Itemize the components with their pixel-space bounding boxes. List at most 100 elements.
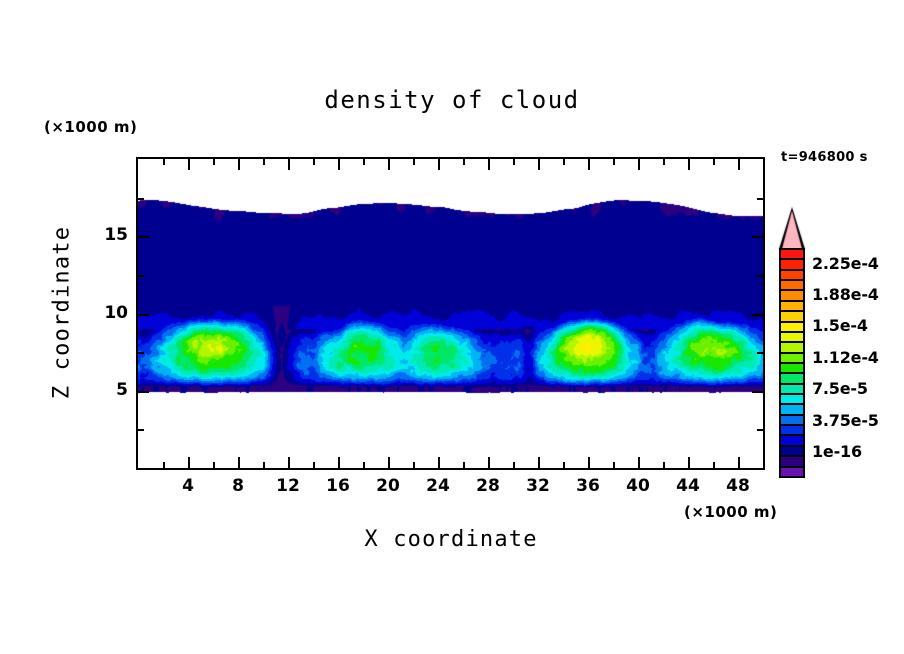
colorbar-band bbox=[781, 310, 803, 321]
colorbar-tick-label: 2.25e-4 bbox=[812, 253, 879, 273]
x-tick bbox=[563, 159, 565, 165]
x-tick bbox=[488, 457, 490, 468]
colorbar-extend-cap bbox=[778, 207, 806, 249]
x-tick bbox=[688, 457, 690, 468]
y-tick bbox=[138, 429, 144, 432]
x-tick bbox=[313, 462, 315, 468]
colorbar-tick-label: 3.75e-5 bbox=[812, 410, 879, 430]
x-tick-label: 40 bbox=[626, 476, 650, 496]
x-tick bbox=[463, 462, 465, 468]
x-tick bbox=[413, 462, 415, 468]
y-tick bbox=[138, 236, 149, 239]
y-axis-unit-label: (×1000 m) bbox=[44, 118, 138, 136]
colorbar-band bbox=[781, 403, 803, 414]
y-tick bbox=[757, 197, 763, 200]
x-tick bbox=[363, 462, 365, 468]
x-tick bbox=[663, 462, 665, 468]
x-tick bbox=[288, 457, 290, 468]
x-tick bbox=[388, 159, 390, 170]
colorbar-band bbox=[781, 434, 803, 445]
x-tick bbox=[338, 457, 340, 468]
colorbar-tick-label: 1.5e-4 bbox=[812, 316, 868, 336]
x-tick-label: 48 bbox=[726, 476, 750, 496]
contour-field bbox=[138, 159, 763, 468]
x-tick-label: 32 bbox=[526, 476, 550, 496]
colorbar-band bbox=[781, 289, 803, 300]
y-tick bbox=[138, 313, 149, 316]
x-tick bbox=[488, 159, 490, 170]
colorbar-band bbox=[781, 382, 803, 394]
x-tick bbox=[513, 462, 515, 468]
colorbar-band bbox=[781, 279, 803, 290]
x-tick bbox=[263, 159, 265, 165]
x-tick bbox=[738, 159, 740, 170]
colorbar-band bbox=[781, 250, 803, 259]
x-tick bbox=[663, 159, 665, 165]
colorbar-band bbox=[781, 465, 803, 476]
x-tick bbox=[588, 457, 590, 468]
x-tick bbox=[288, 159, 290, 170]
x-tick bbox=[563, 462, 565, 468]
plot-area bbox=[136, 157, 765, 470]
x-tick bbox=[638, 159, 640, 170]
x-tick bbox=[413, 159, 415, 165]
x-tick bbox=[438, 159, 440, 170]
x-tick-label: 24 bbox=[426, 476, 450, 496]
x-tick bbox=[363, 159, 365, 165]
time-annotation: t=946800 s bbox=[781, 150, 868, 165]
x-tick bbox=[313, 159, 315, 165]
colorbar-band bbox=[781, 455, 803, 466]
y-tick bbox=[757, 352, 763, 355]
y-tick bbox=[138, 197, 144, 200]
colorbar-band bbox=[781, 361, 803, 373]
x-tick-label: 12 bbox=[276, 476, 300, 496]
colorbar-tick-label: 1.88e-4 bbox=[812, 285, 879, 305]
y-tick bbox=[757, 274, 763, 277]
colorbar-tick-label: 1.12e-4 bbox=[812, 347, 879, 367]
colorbar-band bbox=[781, 341, 803, 352]
x-tick-label: 8 bbox=[232, 476, 244, 496]
y-tick-label: 5 bbox=[116, 379, 128, 400]
y-tick bbox=[752, 236, 763, 239]
x-tick bbox=[188, 457, 190, 468]
x-tick bbox=[613, 159, 615, 165]
x-tick bbox=[738, 457, 740, 468]
x-axis-title: X coordinate bbox=[364, 527, 538, 552]
y-tick bbox=[757, 429, 763, 432]
x-tick bbox=[263, 462, 265, 468]
x-tick bbox=[763, 159, 765, 165]
colorbar-band bbox=[781, 320, 803, 331]
x-tick bbox=[338, 159, 340, 170]
x-tick-label: 20 bbox=[376, 476, 400, 496]
colorbar-band bbox=[781, 268, 803, 280]
x-tick bbox=[638, 457, 640, 468]
x-tick bbox=[388, 457, 390, 468]
x-tick bbox=[713, 462, 715, 468]
x-tick bbox=[688, 159, 690, 170]
x-tick bbox=[713, 159, 715, 165]
colorbar-band bbox=[781, 258, 803, 269]
x-tick bbox=[438, 457, 440, 468]
y-tick-label: 10 bbox=[104, 302, 128, 323]
x-tick bbox=[188, 159, 190, 170]
x-tick-label: 28 bbox=[476, 476, 500, 496]
colorbar-band bbox=[781, 444, 803, 456]
colorbar-tick-label: 7.5e-5 bbox=[812, 379, 868, 399]
x-tick bbox=[213, 462, 215, 468]
x-tick bbox=[538, 457, 540, 468]
colorbar-band bbox=[781, 299, 803, 311]
colorbar-band bbox=[781, 330, 803, 342]
colorbar-tick-label: 1e-16 bbox=[812, 441, 862, 461]
colorbar-band bbox=[781, 424, 803, 435]
x-tick bbox=[763, 462, 765, 468]
x-tick bbox=[613, 462, 615, 468]
y-tick bbox=[138, 352, 144, 355]
y-tick bbox=[752, 313, 763, 316]
colorbar bbox=[779, 248, 805, 478]
x-tick bbox=[463, 159, 465, 165]
colorbar-band bbox=[781, 393, 803, 404]
colorbar-band bbox=[781, 372, 803, 383]
x-tick-label: 44 bbox=[676, 476, 700, 496]
x-tick bbox=[163, 462, 165, 468]
